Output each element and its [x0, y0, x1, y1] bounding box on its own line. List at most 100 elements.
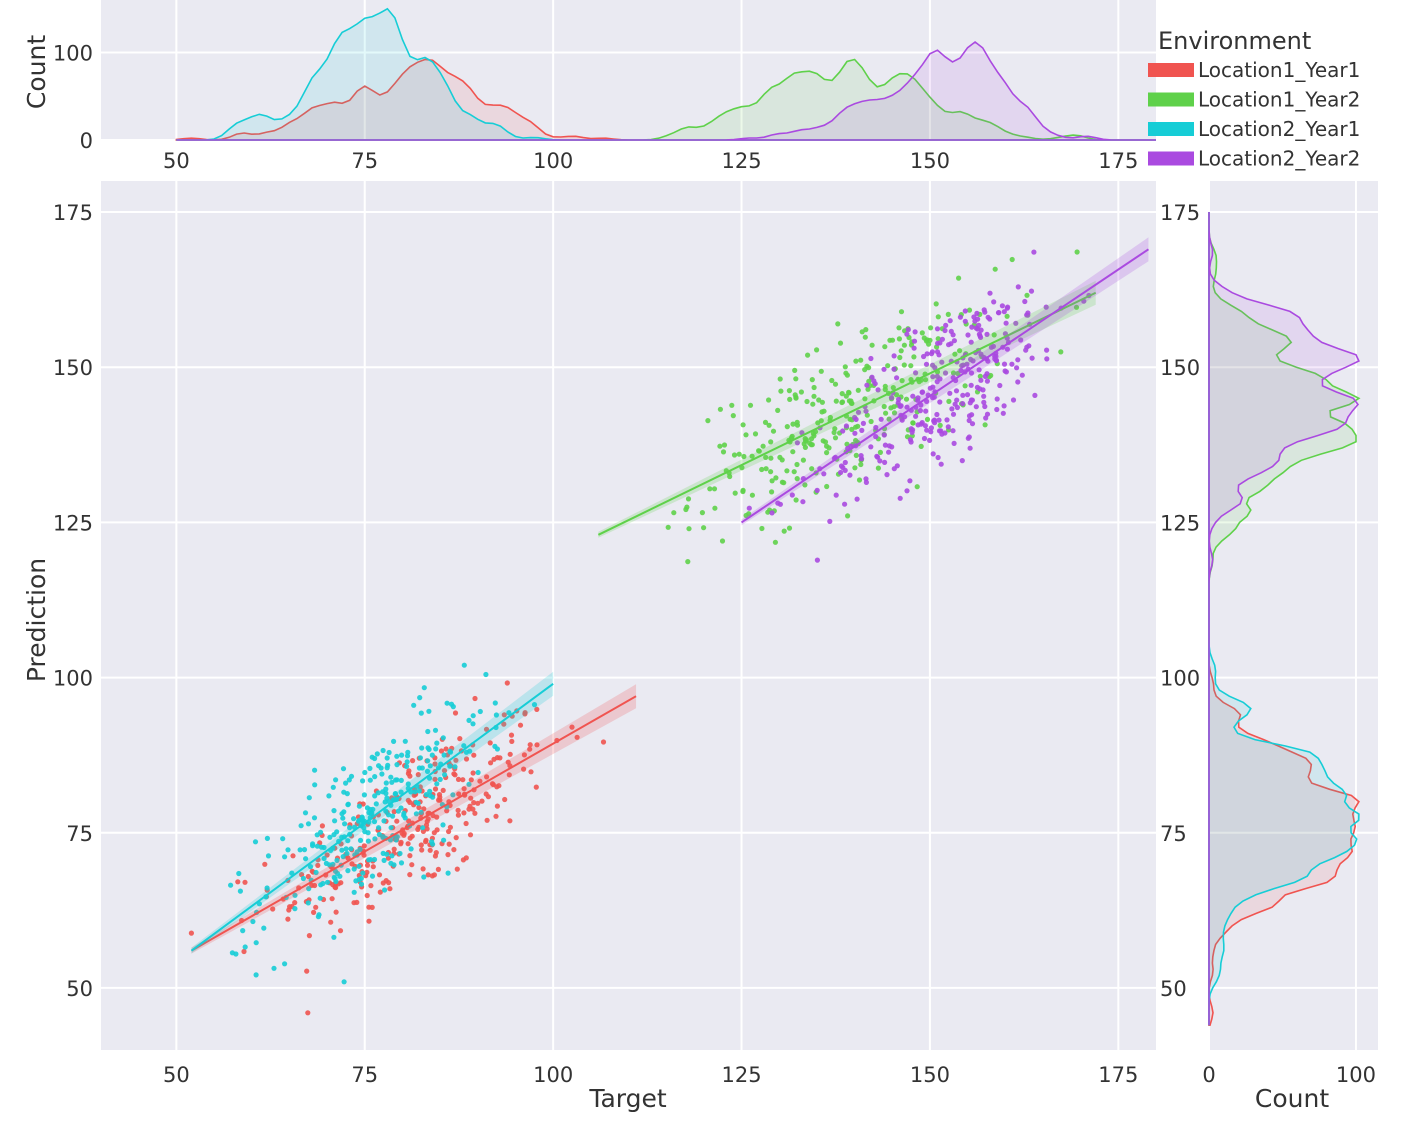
legend-swatch [1148, 151, 1194, 166]
right-y-tick-label: 125 [1160, 511, 1200, 535]
right-y-tick-label: 175 [1160, 201, 1200, 225]
scatter-point [454, 866, 460, 872]
scatter-point [966, 413, 973, 419]
scatter-point [811, 393, 817, 399]
scatter-point [938, 461, 944, 467]
scatter-point [858, 357, 864, 363]
scatter-point [930, 395, 936, 401]
scatter-point [863, 408, 869, 414]
right-y-tick-label: 50 [1160, 977, 1187, 1001]
scatter-point [527, 742, 533, 748]
scatter-point [497, 755, 503, 761]
scatter-point [777, 376, 783, 382]
scatter-point [379, 771, 385, 777]
scatter-point [854, 496, 860, 502]
scatter-point [425, 758, 431, 764]
scatter-point [905, 327, 911, 333]
scatter-point [768, 455, 774, 461]
scatter-point [1058, 349, 1064, 355]
scatter-point [361, 843, 367, 849]
scatter-point [838, 469, 844, 476]
scatter-point [732, 490, 738, 496]
scatter-point [483, 791, 489, 797]
scatter-point [899, 417, 905, 423]
scatter-point [434, 740, 440, 746]
scatter-point [299, 872, 305, 878]
scatter-point [685, 496, 692, 502]
scatter-point [944, 417, 950, 423]
scatter-point [427, 788, 433, 795]
scatter-point [882, 383, 888, 389]
scatter-point [935, 340, 941, 346]
scatter-point [839, 391, 845, 397]
scatter-point [891, 353, 897, 359]
scatter-point [453, 757, 459, 763]
scatter-point [241, 948, 247, 955]
scatter-point [769, 489, 775, 495]
scatter-point [898, 403, 904, 409]
scatter-point [882, 459, 888, 465]
scatter-point [445, 852, 451, 858]
scatter-point [477, 708, 483, 715]
scatter-point [911, 345, 917, 351]
scatter-point [772, 539, 779, 545]
scatter-point [946, 398, 952, 404]
scatter-point [936, 428, 943, 434]
scatter-point [367, 857, 374, 863]
scatter-point [333, 909, 339, 915]
scatter-point [521, 766, 527, 772]
scatter-point [382, 887, 388, 893]
scatter-point [740, 422, 746, 428]
scatter-point [289, 870, 295, 876]
scatter-point [766, 422, 772, 428]
scatter-point [888, 395, 895, 401]
scatter-point [327, 834, 333, 840]
scatter-point [493, 813, 499, 819]
scatter-point [376, 763, 382, 769]
scatter-point [789, 492, 795, 498]
scatter-point [527, 746, 533, 752]
scatter-point [743, 432, 749, 438]
scatter-point [404, 753, 411, 759]
scatter-point [985, 358, 991, 364]
scatter-point [413, 811, 419, 817]
scatter-point [340, 854, 346, 860]
scatter-point [331, 934, 337, 940]
scatter-point [935, 314, 941, 320]
scatter-point [775, 500, 781, 506]
scatter-point [504, 680, 510, 686]
scatter-point [1074, 249, 1080, 255]
scatter-point [427, 763, 433, 769]
scatter-point [448, 701, 455, 707]
scatter-point [262, 861, 268, 867]
scatter-point [452, 772, 458, 778]
scatter-point [907, 478, 913, 484]
scatter-point [959, 363, 965, 369]
scatter-point [447, 824, 453, 830]
scatter-point [432, 786, 439, 792]
scatter-point [375, 790, 381, 796]
scatter-point [506, 772, 512, 778]
scatter-point [372, 774, 378, 780]
scatter-point [908, 363, 914, 369]
scatter-point [461, 743, 467, 749]
scatter-point [746, 511, 752, 517]
scatter-point [864, 363, 870, 369]
scatter-point [801, 441, 807, 447]
scatter-point [493, 712, 499, 718]
scatter-point [966, 417, 972, 424]
scatter-point [425, 745, 431, 751]
scatter-point [950, 428, 956, 434]
scatter-point [865, 386, 871, 392]
scatter-point [343, 846, 349, 852]
scatter-point [419, 745, 425, 751]
scatter-point [1000, 410, 1006, 416]
scatter-point [1014, 365, 1020, 371]
scatter-point [939, 336, 946, 342]
scatter-point [968, 370, 975, 376]
scatter-point [773, 475, 779, 481]
top-x-tick-label: 50 [163, 149, 190, 173]
scatter-point [420, 825, 426, 831]
scatter-point [502, 796, 508, 803]
scatter-point [790, 449, 796, 455]
